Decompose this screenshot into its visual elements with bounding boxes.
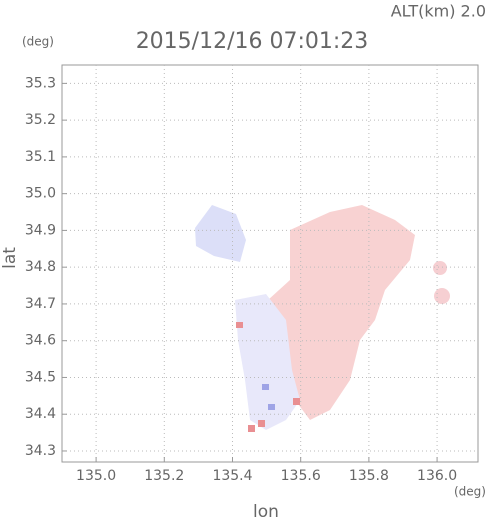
y-tick-label: 35.0: [25, 186, 56, 202]
x-tick-label: 135.4: [212, 468, 252, 484]
y-tick-label: 34.4: [25, 406, 56, 422]
mixed-region: [235, 294, 300, 430]
y-tick-label: 35.1: [25, 149, 56, 165]
negative-cell: [262, 384, 269, 390]
positive-cell: [248, 425, 255, 432]
x-unit: (deg): [454, 485, 486, 499]
y-tick-label: 35.2: [25, 112, 56, 128]
y-tick-label: 34.3: [25, 443, 56, 459]
negative-cell: [268, 404, 275, 410]
x-tick-label: 135.0: [76, 468, 116, 484]
positive-region: [433, 261, 447, 275]
altitude-label: ALT(km) 2.0: [391, 2, 486, 21]
y-axis-label: lat: [0, 247, 20, 269]
y-tick-label: 34.9: [25, 222, 56, 238]
positive-cell: [236, 322, 243, 328]
plot-frame: [61, 64, 479, 463]
chart-title: 2015/12/16 07:01:23: [136, 29, 369, 54]
negative-region: [195, 205, 246, 262]
y-tick-label: 34.6: [25, 333, 56, 349]
x-tick-label: 136.0: [417, 468, 457, 484]
y-unit: (deg): [22, 35, 54, 49]
x-tick-label: 135.2: [144, 468, 184, 484]
y-tick-label: 35.3: [25, 75, 56, 91]
y-tick-label: 34.7: [25, 296, 56, 312]
x-axis-label: lon: [253, 502, 279, 521]
positive-cell: [293, 398, 300, 405]
x-tick-label: 135.6: [281, 468, 321, 484]
positive-region: [265, 205, 415, 420]
y-tick-label: 34.5: [25, 369, 56, 385]
x-tick-label: 135.8: [349, 468, 389, 484]
y-tick-label: 34.8: [25, 259, 56, 275]
positive-region: [434, 288, 450, 304]
velocity-field: [195, 205, 450, 432]
positive-cell: [258, 420, 265, 427]
